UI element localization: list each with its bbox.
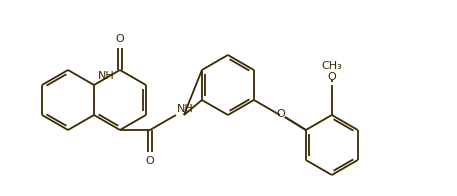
Text: CH₃: CH₃ bbox=[321, 61, 342, 71]
Text: O: O bbox=[276, 109, 285, 119]
Text: NH: NH bbox=[98, 71, 115, 81]
Text: O: O bbox=[146, 156, 154, 166]
Text: O: O bbox=[328, 72, 336, 82]
Text: NH: NH bbox=[177, 104, 194, 114]
Text: O: O bbox=[116, 34, 124, 44]
